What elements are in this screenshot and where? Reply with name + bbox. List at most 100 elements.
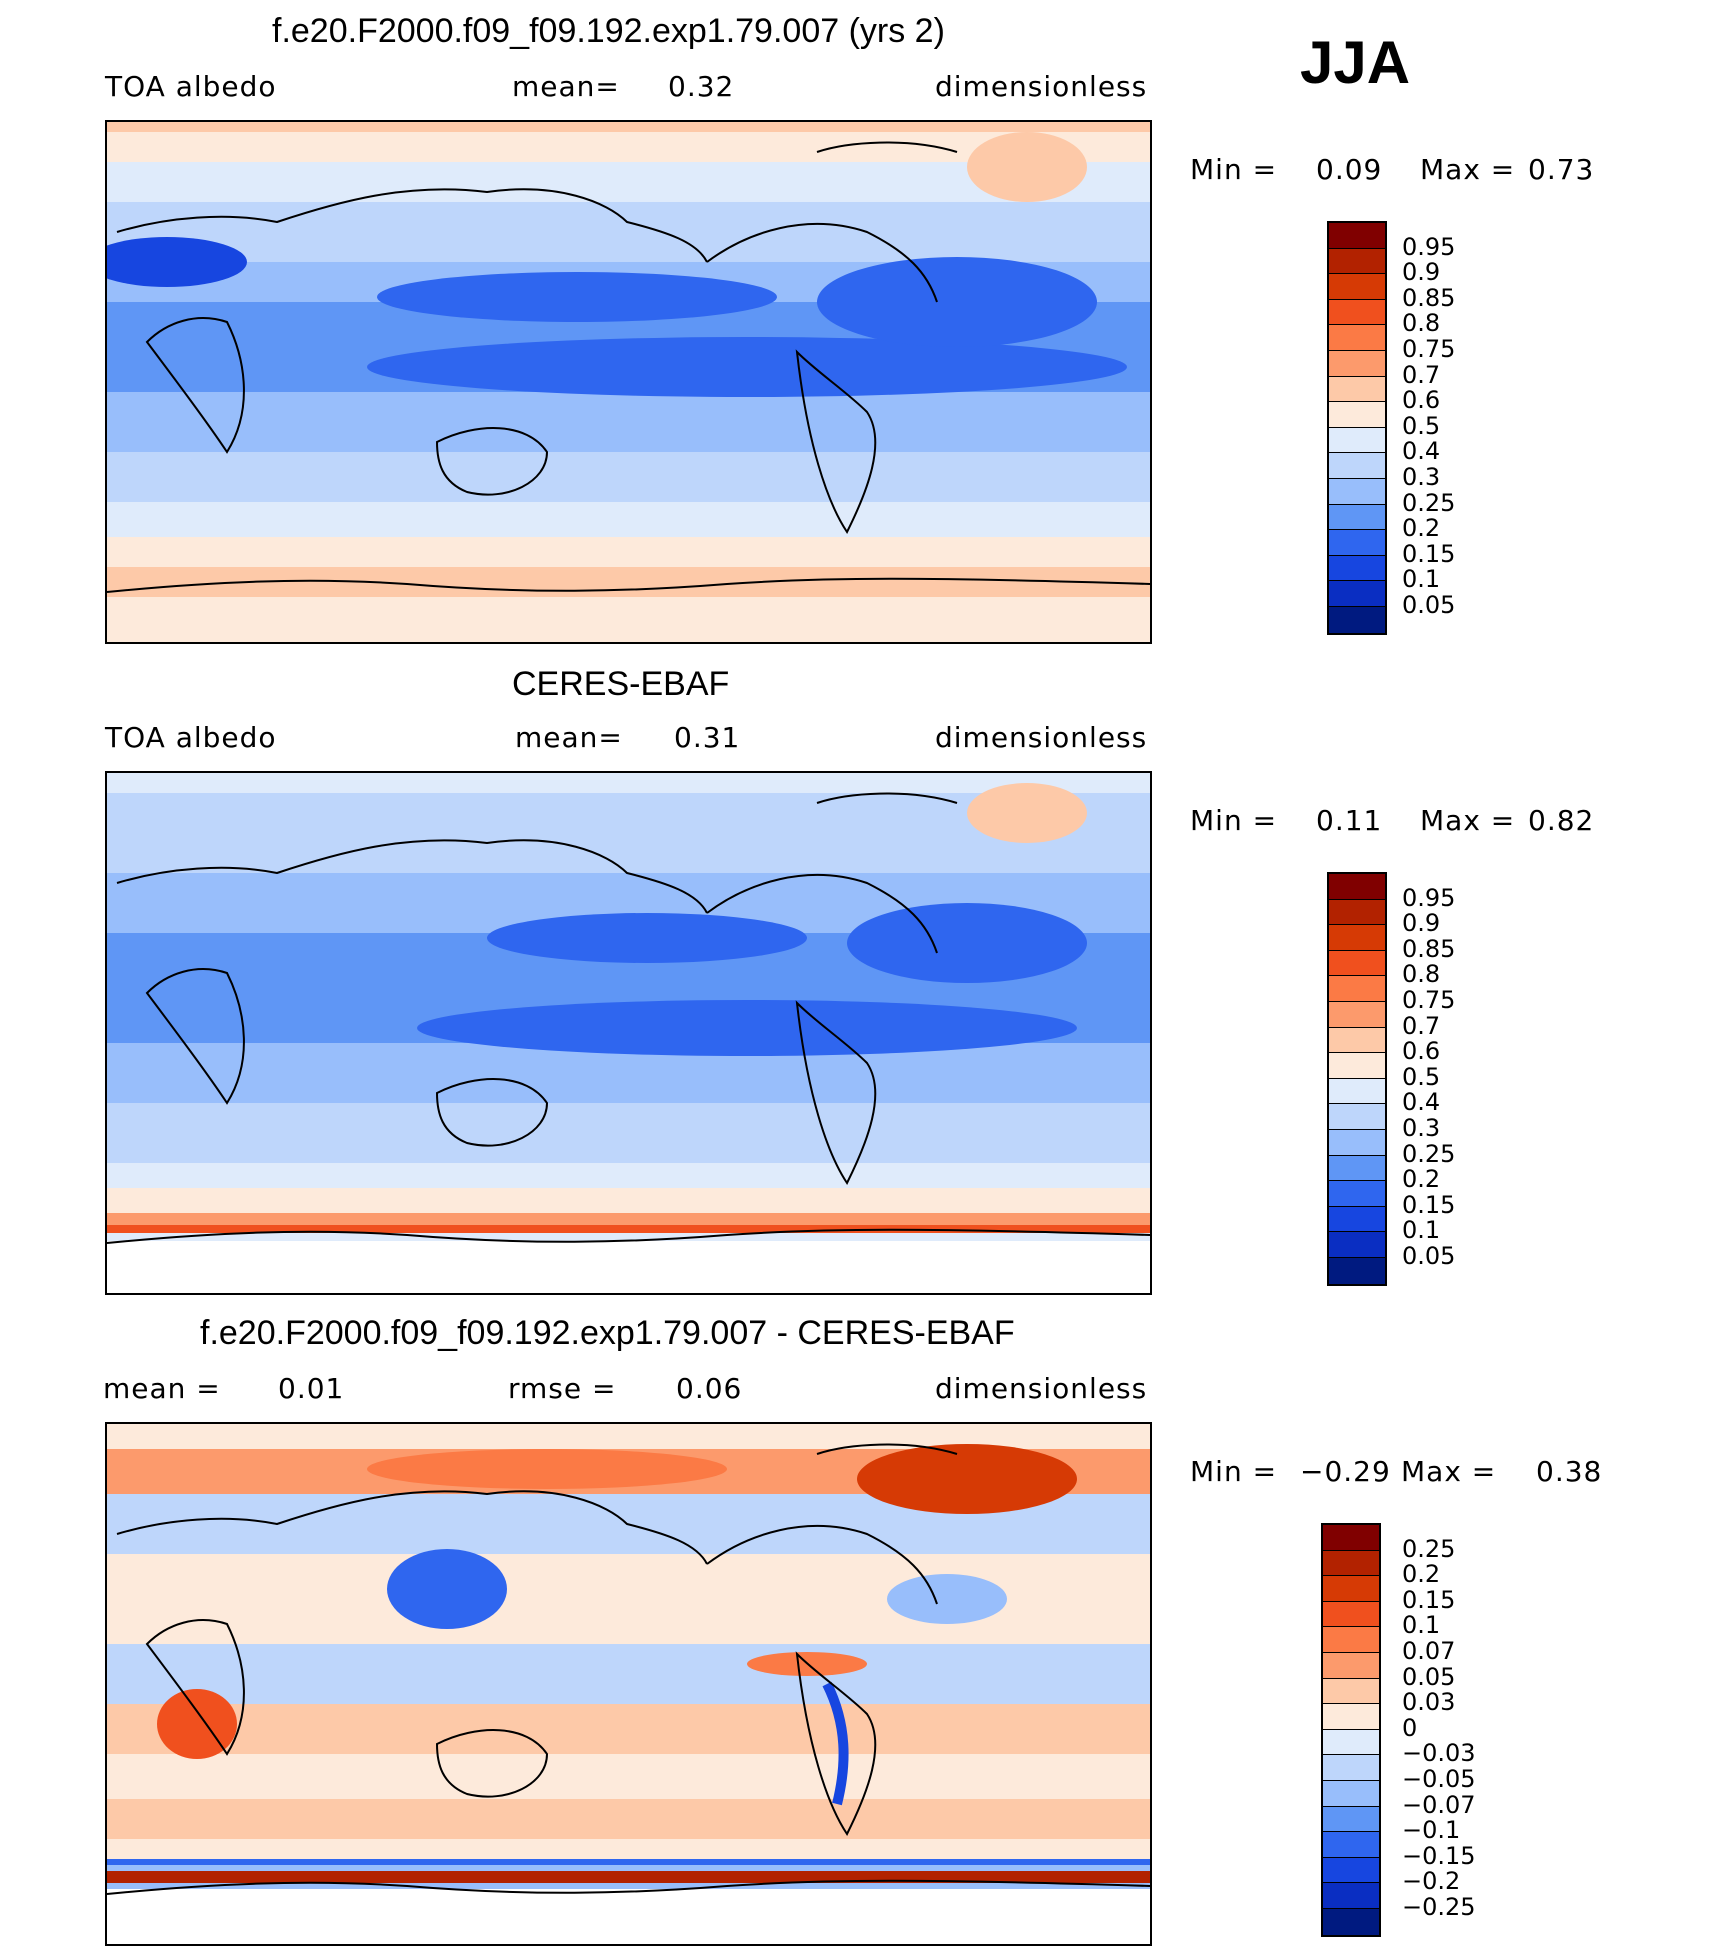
panel-2-max-label: Max =: [1420, 804, 1516, 837]
colorbar-tick-label: 0.25: [1402, 1534, 1456, 1563]
colorbar-tick-label: 0.95: [1402, 232, 1456, 261]
colorbar-tick-label: 0.25: [1402, 488, 1456, 517]
colorbar-tick-label: −0.25: [1402, 1893, 1476, 1921]
colorbar-swatch: [1329, 376, 1385, 403]
colorbar-tick-label: 0.4: [1402, 1088, 1441, 1117]
colorbar-swatch: [1329, 1001, 1385, 1028]
colorbar-swatch: [1329, 427, 1385, 454]
panel-1-colorbar: [1327, 221, 1387, 635]
colorbar-swatch: [1323, 1525, 1379, 1551]
colorbar-tick-label: 0.15: [1402, 1585, 1456, 1614]
colorbar-swatch: [1329, 874, 1385, 900]
panel-1-units: dimensionless: [935, 70, 1148, 103]
colorbar-swatch: [1329, 1155, 1385, 1182]
panel-3-mean-value: 0.01: [278, 1372, 345, 1405]
panel-1-map-field: [107, 122, 1150, 642]
colorbar-swatch: [1329, 453, 1385, 479]
colorbar-swatch: [1329, 1104, 1385, 1130]
colorbar-swatch: [1329, 350, 1385, 377]
panel-3-mean-label: mean =: [103, 1372, 221, 1405]
panel-3-max-value: 0.38: [1536, 1455, 1603, 1488]
panel-2-units: dimensionless: [935, 721, 1148, 754]
colorbar-swatch: [1329, 299, 1385, 326]
colorbar-swatch: [1329, 402, 1385, 428]
panel-2-map: [105, 771, 1152, 1295]
colorbar-tick-label: 0.8: [1402, 960, 1441, 989]
colorbar-swatch: [1329, 223, 1385, 249]
panel-2-title: CERES-EBAF: [512, 665, 730, 703]
colorbar-tick-label: 0.03: [1402, 1688, 1456, 1717]
colorbar-swatch: [1323, 1652, 1379, 1679]
colorbar-swatch: [1323, 1806, 1379, 1833]
colorbar-tick-label: 0.6: [1402, 1037, 1441, 1066]
panel-2-mean-label: mean=: [515, 721, 623, 754]
panel-1-mean-value: 0.32: [668, 70, 735, 103]
colorbar-tick-label: 0.7: [1402, 1011, 1441, 1040]
colorbar-tick-label: −0.15: [1402, 1841, 1476, 1870]
panel-1-mean-label: mean=: [512, 70, 620, 103]
colorbar-swatch: [1323, 1832, 1379, 1858]
colorbar-swatch: [1323, 1704, 1379, 1730]
colorbar-tick-label: 0.95: [1402, 883, 1456, 912]
panel-1-left-label: TOA albedo: [105, 70, 277, 103]
panel-3-rmse-value: 0.06: [676, 1372, 743, 1405]
colorbar-tick-label: 0.1: [1402, 1216, 1441, 1245]
colorbar-tick-label: 0.75: [1402, 986, 1456, 1014]
colorbar-tick-label: 0.85: [1402, 283, 1456, 312]
colorbar-swatch: [1323, 1601, 1379, 1628]
colorbar-swatch: [1329, 1053, 1385, 1079]
colorbar-tick-label: 0.05: [1402, 1662, 1456, 1691]
panel-3-colorbar: [1321, 1523, 1381, 1937]
colorbar-swatch: [1329, 555, 1385, 582]
colorbar-tick-label: −0.03: [1402, 1739, 1476, 1768]
colorbar-tick-label: 0.5: [1402, 1062, 1441, 1091]
panel-2-colorbar: [1327, 872, 1387, 1286]
colorbar-tick-label: 0.75: [1402, 335, 1456, 363]
colorbar-tick-label: −0.05: [1402, 1765, 1476, 1793]
colorbar-tick-label: 0.05: [1402, 591, 1456, 619]
colorbar-swatch: [1323, 1627, 1379, 1653]
colorbar-tick-label: 0.6: [1402, 386, 1441, 415]
colorbar-tick-label: 0.25: [1402, 1139, 1456, 1168]
colorbar-tick-label: 0.1: [1402, 1611, 1441, 1640]
colorbar-tick-label: −0.07: [1402, 1790, 1476, 1819]
panel-1-min-value: 0.09: [1316, 153, 1383, 186]
colorbar-tick-label: −0.2: [1402, 1867, 1461, 1896]
colorbar-tick-label: 0.07: [1402, 1637, 1456, 1665]
panel-1-max-label: Max =: [1420, 153, 1516, 186]
colorbar-tick-label: 0.05: [1402, 1242, 1456, 1270]
panel-3-map-field: [107, 1424, 1150, 1944]
panel-3-title: f.e20.F2000.f09_f09.192.exp1.79.007 - CE…: [200, 1314, 1015, 1352]
colorbar-swatch: [1329, 530, 1385, 556]
colorbar-swatch: [1323, 1576, 1379, 1602]
panel-1-max-value: 0.73: [1528, 153, 1595, 186]
panel-2-left-label: TOA albedo: [105, 721, 277, 754]
colorbar-tick-label: 0: [1402, 1713, 1418, 1742]
panel-3-min-value: −0.29: [1300, 1455, 1391, 1488]
colorbar-swatch: [1323, 1755, 1379, 1781]
colorbar-swatch: [1323, 1550, 1379, 1577]
colorbar-tick-label: 0.3: [1402, 1114, 1441, 1142]
colorbar-swatch: [1329, 925, 1385, 951]
colorbar-swatch: [1329, 976, 1385, 1002]
panel-1-min-label: Min =: [1190, 153, 1278, 186]
panel-3-map: [105, 1422, 1152, 1946]
colorbar-swatch: [1323, 1729, 1379, 1756]
colorbar-swatch: [1323, 1857, 1379, 1884]
panel-2-min-label: Min =: [1190, 804, 1278, 837]
panel-3-units: dimensionless: [935, 1372, 1148, 1405]
colorbar-tick-label: 0.15: [1402, 1190, 1456, 1219]
colorbar-swatch: [1329, 1078, 1385, 1105]
panel-2-mean-value: 0.31: [674, 721, 741, 754]
colorbar-swatch: [1329, 1232, 1385, 1258]
colorbar-swatch: [1329, 1181, 1385, 1207]
colorbar-swatch: [1329, 478, 1385, 505]
panel-2-max-value: 0.82: [1528, 804, 1595, 837]
colorbar-swatch: [1329, 248, 1385, 275]
colorbar-swatch: [1323, 1780, 1379, 1807]
colorbar-tick-label: 0.8: [1402, 309, 1441, 338]
colorbar-tick-label: 0.3: [1402, 463, 1441, 491]
colorbar-swatch: [1329, 950, 1385, 977]
colorbar-swatch: [1329, 325, 1385, 351]
panel-2-map-field: [107, 773, 1150, 1293]
